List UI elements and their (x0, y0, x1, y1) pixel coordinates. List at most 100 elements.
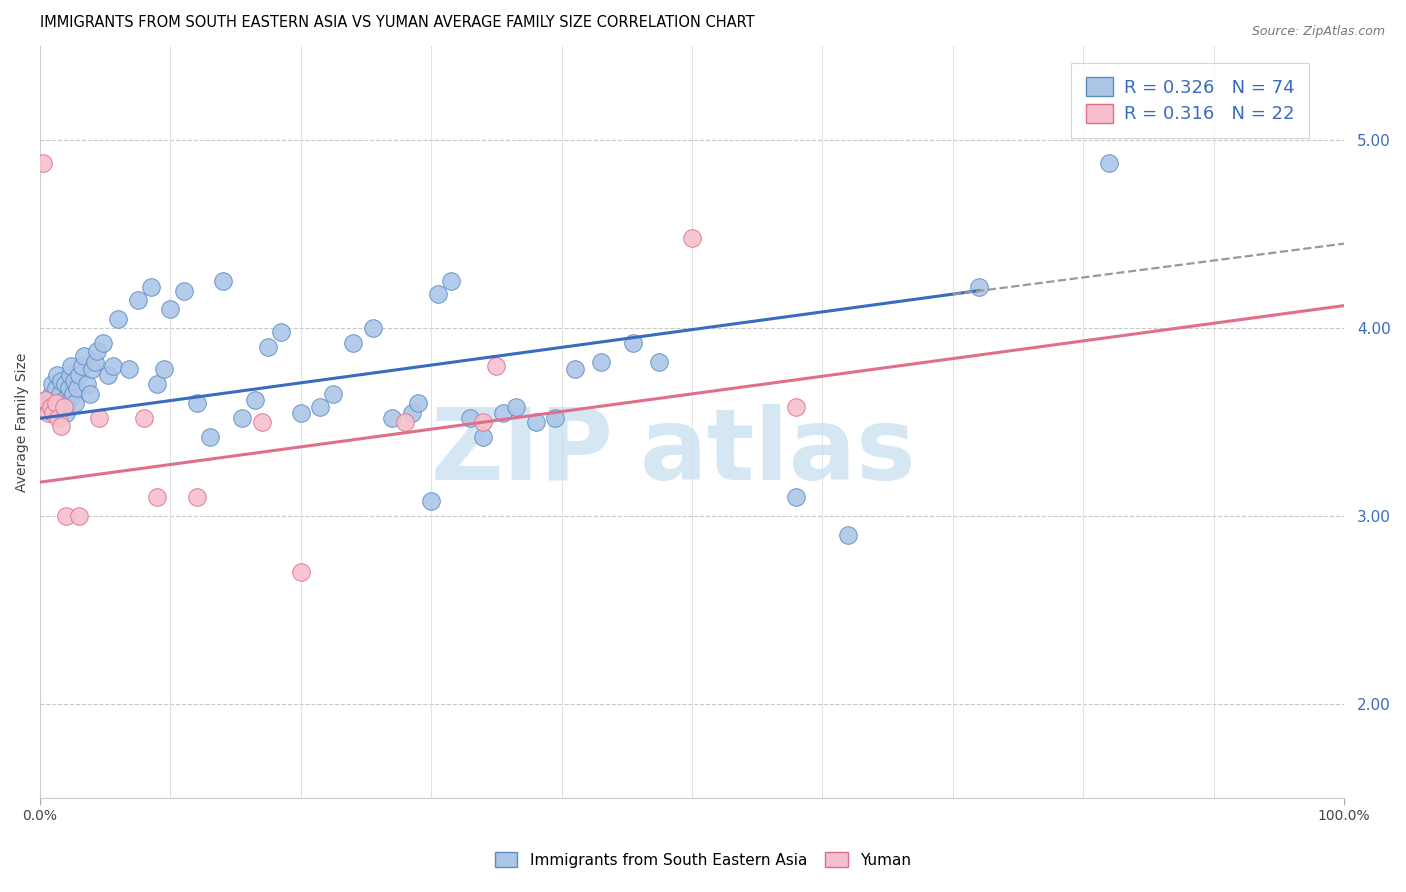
Point (46, 368, 69, 383)
Point (250, 415, 273, 429)
Point (59, 368, 82, 383)
Point (38, 400, 60, 414)
Point (401, 406, 423, 420)
Point (211, 274, 233, 288)
Point (37, 406, 59, 420)
Text: IMMIGRANTS FROM SOUTH EASTERN ASIA VS YUMAN AVERAGE FAMILY SIZE CORRELATION CHAR: IMMIGRANTS FROM SOUTH EASTERN ASIA VS YU… (41, 15, 755, 30)
Point (118, 362, 141, 376)
Point (505, 400, 527, 414)
Point (49, 418, 72, 433)
Point (97, 368, 120, 383)
Point (39, 387, 62, 401)
Point (472, 415, 495, 429)
Point (79, 387, 101, 401)
Point (65, 381, 87, 395)
Legend: R = 0.326   N = 74, R = 0.316   N = 22: R = 0.326 N = 74, R = 0.316 N = 22 (1071, 63, 1309, 137)
Point (76, 377, 98, 392)
Point (785, 490, 807, 504)
Point (134, 411, 156, 425)
Point (73, 349, 96, 363)
Point (290, 566, 312, 580)
Point (55, 406, 77, 420)
Legend: Immigrants from South Eastern Asia, Yuman: Immigrants from South Eastern Asia, Yuma… (488, 846, 918, 873)
Point (41, 377, 63, 392)
Point (48, 387, 70, 401)
Point (52, 392, 75, 407)
Text: ZIP: ZIP (430, 403, 614, 500)
Point (49, 374, 72, 388)
Point (65, 396, 87, 410)
Point (51, 400, 73, 414)
Point (146, 377, 169, 392)
Point (31, 156, 53, 170)
Text: atlas: atlas (640, 403, 917, 500)
Point (322, 387, 344, 401)
Point (127, 293, 149, 307)
Point (146, 490, 169, 504)
Point (48, 396, 70, 410)
Point (42, 406, 65, 420)
Point (153, 362, 176, 376)
Point (648, 355, 671, 369)
Point (309, 400, 332, 414)
Point (42, 406, 65, 420)
Point (139, 280, 162, 294)
Point (231, 411, 253, 425)
Point (159, 302, 181, 317)
Point (173, 284, 195, 298)
Point (55, 508, 77, 523)
Point (70, 359, 93, 373)
Point (67, 368, 90, 383)
Point (101, 359, 124, 373)
Point (83, 355, 105, 369)
Point (270, 325, 292, 339)
Point (45, 396, 67, 410)
Text: Source: ZipAtlas.com: Source: ZipAtlas.com (1251, 25, 1385, 38)
Point (58, 381, 80, 395)
Point (86, 343, 108, 358)
Point (87, 411, 110, 425)
Point (67, 508, 90, 523)
Point (967, 280, 990, 294)
Point (35, 392, 58, 407)
Point (53, 377, 76, 392)
Point (107, 311, 129, 326)
Point (342, 336, 364, 351)
Point (394, 415, 416, 429)
Point (63, 374, 86, 388)
Point (524, 415, 547, 429)
Point (198, 430, 221, 444)
Point (245, 392, 267, 407)
Point (62, 387, 84, 401)
Point (440, 274, 463, 288)
Point (544, 411, 567, 425)
Point (60, 359, 83, 373)
Point (492, 406, 515, 420)
Point (39, 400, 62, 414)
Point (681, 231, 703, 245)
Point (485, 359, 508, 373)
Point (361, 321, 384, 335)
Point (621, 336, 644, 351)
Point (186, 490, 208, 504)
Point (472, 430, 495, 444)
Point (460, 411, 482, 425)
Point (589, 355, 612, 369)
Point (48, 411, 70, 425)
Point (34, 392, 56, 407)
Point (837, 527, 859, 541)
Point (564, 362, 586, 376)
Point (56, 396, 79, 410)
Point (420, 494, 443, 508)
Point (426, 287, 449, 301)
Point (52, 400, 75, 414)
Point (406, 396, 429, 410)
Point (785, 400, 807, 414)
Point (186, 396, 208, 410)
Point (290, 406, 312, 420)
Point (1098, 156, 1121, 170)
Point (44, 396, 66, 410)
Y-axis label: Average Family Size: Average Family Size (15, 352, 30, 491)
Point (45, 381, 67, 395)
Point (257, 340, 280, 354)
